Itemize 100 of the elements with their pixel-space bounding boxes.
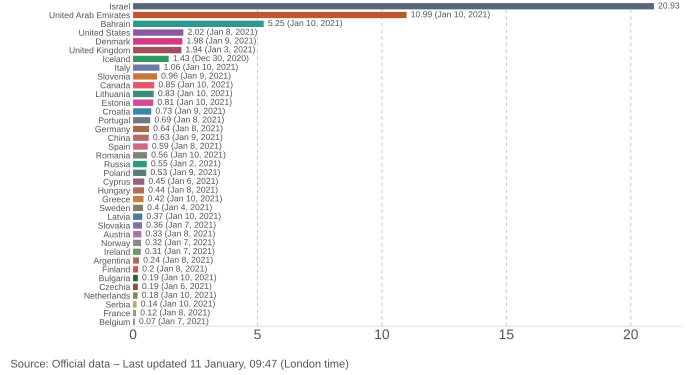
y-tick-label: Portugal bbox=[98, 117, 130, 126]
bar bbox=[133, 126, 149, 132]
bar bbox=[133, 134, 149, 141]
data-label: 0.2 (Jan 8, 2021) bbox=[142, 265, 207, 274]
data-label: 0.07 (Jan 7, 2021) bbox=[139, 318, 208, 326]
data-label: 0.44 (Jan 8, 2021) bbox=[148, 186, 218, 194]
y-tick-label: Spain bbox=[108, 143, 130, 152]
x-tick-label: 20 bbox=[624, 329, 638, 340]
data-label: 0.19 (Jan 10, 2021) bbox=[142, 274, 216, 282]
y-tick-label: Argentina bbox=[93, 257, 130, 266]
data-label: 0.24 (Jan 8, 2021) bbox=[144, 256, 213, 265]
y-tick-label: Bahrain bbox=[101, 20, 130, 27]
data-label: 0.14 (Jan 10, 2021) bbox=[141, 300, 215, 308]
bar bbox=[133, 284, 138, 290]
data-label: 0.18 (Jan 10, 2021) bbox=[142, 292, 216, 300]
y-tick-label: Greece bbox=[102, 196, 130, 202]
y-tick-label: Serbia bbox=[106, 301, 130, 308]
data-label: 0.59 (Jan 8, 2021) bbox=[152, 142, 222, 151]
bar bbox=[133, 100, 154, 106]
bar bbox=[133, 108, 152, 115]
x-tick-label: 15 bbox=[500, 330, 514, 340]
bar bbox=[133, 266, 138, 272]
bar bbox=[133, 20, 264, 27]
y-tick-label: Norway bbox=[102, 240, 130, 248]
data-label: 0.45 (Jan 6, 2021) bbox=[148, 178, 218, 186]
data-label: 0.96 (Jan 9, 2021) bbox=[161, 72, 230, 80]
data-label: 0.42 (Jan 10, 2021) bbox=[148, 195, 222, 204]
data-label: 10.99 (Jan 10, 2021) bbox=[411, 11, 490, 20]
bar bbox=[133, 29, 184, 36]
bar bbox=[133, 117, 150, 124]
bar bbox=[133, 214, 142, 220]
bar bbox=[133, 274, 138, 282]
source-note: Source: Official data – Last updated 11 January, 09:47 (London time) bbox=[10, 359, 348, 370]
y-tick-label: Israel bbox=[110, 3, 130, 10]
data-label: 0.12 (Jan 8, 2021) bbox=[140, 309, 210, 318]
y-tick-label: Denmark bbox=[96, 38, 130, 45]
data-label: 0.56 (Jan 10, 2021) bbox=[151, 151, 226, 160]
data-label: 5.25 (Jan 10, 2021) bbox=[268, 20, 342, 28]
y-tick-label: Estonia bbox=[102, 100, 130, 106]
data-label: 0.55 (Jan 2, 2021) bbox=[151, 160, 220, 168]
data-label: 0.32 (Jan 7, 2021) bbox=[146, 238, 215, 247]
y-tick-label: Belgium bbox=[100, 318, 130, 327]
bar bbox=[133, 152, 147, 158]
data-label: 20.93 bbox=[658, 2, 680, 9]
data-label: 0.53 (Jan 9, 2021) bbox=[150, 168, 220, 177]
x-tick-label: 10 bbox=[375, 329, 390, 340]
y-tick-label: Ireland bbox=[104, 248, 130, 255]
data-label: 0.36 (Jan 7, 2021) bbox=[146, 221, 216, 230]
y-tick-label: Hungary bbox=[98, 188, 130, 196]
y-tick-label: France bbox=[104, 310, 130, 316]
y-tick-label: Austria bbox=[103, 231, 130, 238]
y-tick-label: Lithuania bbox=[96, 90, 130, 98]
data-label: 2.02 (Jan 8, 2021) bbox=[188, 28, 257, 37]
data-label: 1.94 (Jan 3, 2021) bbox=[186, 46, 255, 54]
y-tick-label: Latvia bbox=[108, 214, 130, 220]
y-tick-label: Canada bbox=[100, 82, 130, 88]
y-tick-label: Cyprus bbox=[103, 178, 130, 187]
x-tick-label: 0 bbox=[130, 329, 136, 340]
data-label: 0.4 (Jan 4, 2021) bbox=[148, 204, 212, 212]
data-label: 0.31 (Jan 7, 2021) bbox=[145, 248, 214, 256]
bar bbox=[133, 46, 182, 54]
y-tick-label: Germany bbox=[95, 126, 130, 134]
bar bbox=[133, 82, 154, 88]
data-label: 0.64 (Jan 8, 2021) bbox=[153, 124, 223, 134]
bar bbox=[133, 187, 144, 194]
bar bbox=[133, 3, 654, 10]
y-tick-label: Finland bbox=[102, 266, 130, 272]
y-tick-label: United Arab Emirates bbox=[50, 12, 130, 18]
bar bbox=[133, 143, 148, 150]
data-label: 1.06 (Jan 10, 2021) bbox=[164, 64, 238, 72]
bar bbox=[133, 196, 144, 202]
y-tick-label: Czechia bbox=[100, 284, 130, 290]
bar bbox=[133, 160, 147, 168]
data-label: 0.19 (Jan 6, 2021) bbox=[142, 282, 212, 291]
bar bbox=[133, 56, 169, 62]
bar bbox=[133, 240, 142, 246]
data-label: 0.85 (Jan 10, 2021) bbox=[158, 81, 233, 90]
y-tick-label: Slovakia bbox=[98, 222, 130, 229]
y-tick-label: Slovenia bbox=[98, 73, 130, 80]
bar bbox=[133, 178, 144, 185]
data-label: 0.81 (Jan 10, 2021) bbox=[158, 98, 232, 107]
y-tick-label: China bbox=[108, 134, 130, 141]
y-tick-label: Sweden bbox=[100, 204, 130, 212]
y-tick-label: Bulgaria bbox=[99, 274, 130, 283]
data-label: 1.43 (Dec 30, 2020) bbox=[173, 54, 248, 63]
data-label: 0.33 (Jan 8, 2021) bbox=[146, 230, 215, 238]
y-tick-label: Russia bbox=[104, 160, 130, 168]
bar bbox=[133, 12, 407, 18]
y-tick-label: Romania bbox=[96, 152, 130, 158]
bar bbox=[133, 231, 142, 238]
data-label: 0.73 (Jan 9, 2021) bbox=[156, 107, 225, 116]
y-tick-label: Netherlands bbox=[84, 292, 130, 299]
y-tick-label: Croatia bbox=[102, 108, 130, 115]
y-tick-label: Poland bbox=[104, 170, 130, 176]
data-label: 0.83 (Jan 10, 2021) bbox=[158, 90, 232, 98]
bar bbox=[133, 90, 154, 98]
x-tick-label: 5 bbox=[254, 330, 261, 340]
y-tick-label: Iceland bbox=[103, 56, 130, 62]
data-label: 0.63 (Jan 9, 2021) bbox=[153, 134, 222, 142]
y-tick-label: United Kingdom bbox=[70, 46, 130, 55]
